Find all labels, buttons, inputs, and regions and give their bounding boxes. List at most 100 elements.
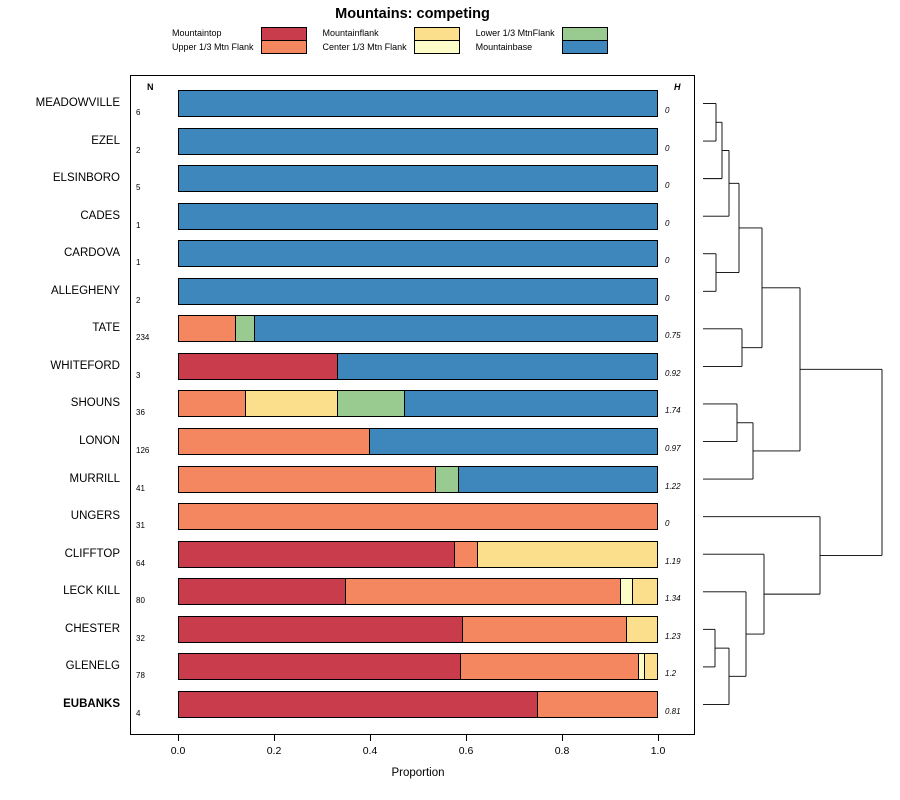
h-value-chester: 1.23	[665, 631, 681, 641]
bar-leck-kill	[178, 578, 658, 606]
legend-label: Mountainbase	[475, 41, 533, 52]
legend-swatch-base	[561, 40, 608, 54]
n-column-header: N	[147, 82, 154, 92]
legend-column: Mountainflank Center 1/3 Mtn Flank	[323, 27, 460, 54]
legend-swatch-mountainflank	[413, 27, 460, 41]
bar-segment-upper13	[537, 691, 657, 717]
h-value-murrill: 1.22	[665, 481, 681, 491]
legend-swatches	[260, 27, 307, 54]
x-tick	[274, 735, 275, 741]
bar-segment-base	[255, 316, 657, 342]
bar-allegheny	[178, 277, 658, 305]
bar-segment-base	[179, 241, 657, 267]
row-label-murrill: MURRILL	[69, 472, 120, 485]
bar-ungers	[178, 503, 658, 531]
legend-column: Lower 1/3 MtnFlank Mountainbase	[476, 27, 608, 54]
h-value-glenelg: 1.2	[665, 669, 677, 679]
legend-label: Lower 1/3 MtnFlank	[475, 28, 555, 38]
h-value-leck-kill: 1.34	[665, 594, 681, 604]
dendrogram	[703, 103, 883, 705]
x-tick-label: 0.2	[266, 745, 282, 757]
legend-swatch-lower13	[561, 27, 608, 41]
row-label-tate: TATE	[92, 322, 120, 335]
h-value-eubanks: 0.81	[665, 706, 681, 716]
x-tick	[466, 735, 467, 741]
row-label-cades: CADES	[80, 209, 120, 222]
bar-segment-upper13	[455, 541, 478, 567]
bar-segment-mountainflank	[633, 579, 657, 605]
legend-column: Mountaintop Upper 1/3 Mtn Flank	[172, 27, 307, 54]
row-label-allegheny: ALLEGHENY	[50, 284, 120, 297]
h-value-cades: 0	[665, 218, 670, 228]
bar-segment-mountaintop	[179, 579, 347, 605]
bar-clifftop	[178, 540, 658, 568]
row-label-elsinboro: ELSINBORO	[52, 172, 120, 185]
bar-segment-base	[459, 466, 657, 492]
bar-cades	[178, 202, 658, 230]
n-value-lonon: 126	[136, 446, 150, 456]
bar-chester	[178, 615, 658, 643]
bar-segment-mountainflank	[477, 541, 657, 567]
bar-segment-mountaintop	[179, 654, 462, 680]
bar-shouns	[178, 390, 658, 418]
row-label-clifftop: CLIFFTOP	[64, 547, 120, 560]
x-tick	[370, 735, 371, 741]
legend-swatches	[561, 27, 608, 54]
row-label-cardova: CARDOVA	[63, 247, 120, 260]
legend-label: Mountainflank	[322, 28, 379, 38]
bar-glenelg	[178, 653, 658, 681]
x-tick	[562, 735, 563, 741]
n-value-meadowville: 6	[136, 108, 141, 117]
h-value-lonon: 0.97	[665, 444, 681, 454]
bar-segment-upper13	[461, 654, 639, 680]
n-value-ezel: 2	[136, 145, 141, 155]
x-tick-label: 0.0	[170, 745, 186, 757]
x-tick-label: 0.4	[362, 745, 378, 757]
row-label-glenelg: GLENELG	[65, 660, 120, 673]
bar-segment-base	[179, 128, 657, 154]
bar-segment-lower13	[236, 316, 256, 342]
bar-segment-upper13	[462, 616, 628, 642]
bar-cardova	[178, 240, 658, 268]
h-value-ungers: 0	[665, 519, 670, 529]
h-value-allegheny: 0	[665, 293, 670, 303]
n-value-chester: 32	[136, 633, 145, 643]
row-label-leck-kill: LECK KILL	[63, 585, 120, 598]
bar-segment-mountainflank	[245, 391, 339, 417]
bar-eubanks	[178, 690, 658, 718]
bar-segment-mountainflank	[645, 654, 657, 680]
row-label-whiteford: WHITEFORD	[50, 359, 120, 372]
n-value-shouns: 36	[136, 408, 145, 418]
n-value-murrill: 41	[136, 483, 145, 493]
legend-label: Mountaintop	[172, 28, 222, 38]
x-tick-label: 0.6	[458, 745, 474, 757]
n-value-eubanks: 4	[136, 708, 141, 718]
legend: Mountaintop Upper 1/3 Mtn Flank Mountainfl…	[172, 27, 608, 54]
bar-segment-upper13	[179, 429, 371, 455]
bar-segment-upper13	[179, 316, 237, 342]
legend-label: Center 1/3 Mtn Flank	[322, 41, 407, 52]
n-value-glenelg: 78	[136, 671, 145, 681]
bar-segment-mountaintop	[179, 353, 339, 379]
x-tick	[658, 735, 659, 741]
n-value-cardova: 1	[136, 258, 141, 268]
legend-swatch-mountaintop	[260, 27, 307, 41]
n-value-clifftop: 64	[136, 558, 145, 568]
legend-swatch-upper13	[260, 40, 307, 54]
h-value-shouns: 1.74	[665, 406, 681, 416]
bar-segment-base	[338, 353, 657, 379]
h-column-header: H	[674, 82, 681, 92]
bar-segment-mountaintop	[179, 616, 463, 642]
n-value-whiteford: 3	[136, 370, 141, 380]
bar-tate	[178, 315, 658, 343]
bar-segment-mountaintop	[179, 691, 538, 717]
bar-lonon	[178, 428, 658, 456]
bar-segment-center13	[621, 579, 634, 605]
n-value-ungers: 31	[136, 521, 145, 531]
row-label-eubanks: EUBANKS	[63, 697, 120, 710]
row-label-lonon: LONON	[79, 435, 120, 448]
row-label-chester: CHESTER	[65, 622, 120, 635]
bar-ezel	[178, 127, 658, 155]
legend-swatch-center13	[413, 40, 460, 54]
